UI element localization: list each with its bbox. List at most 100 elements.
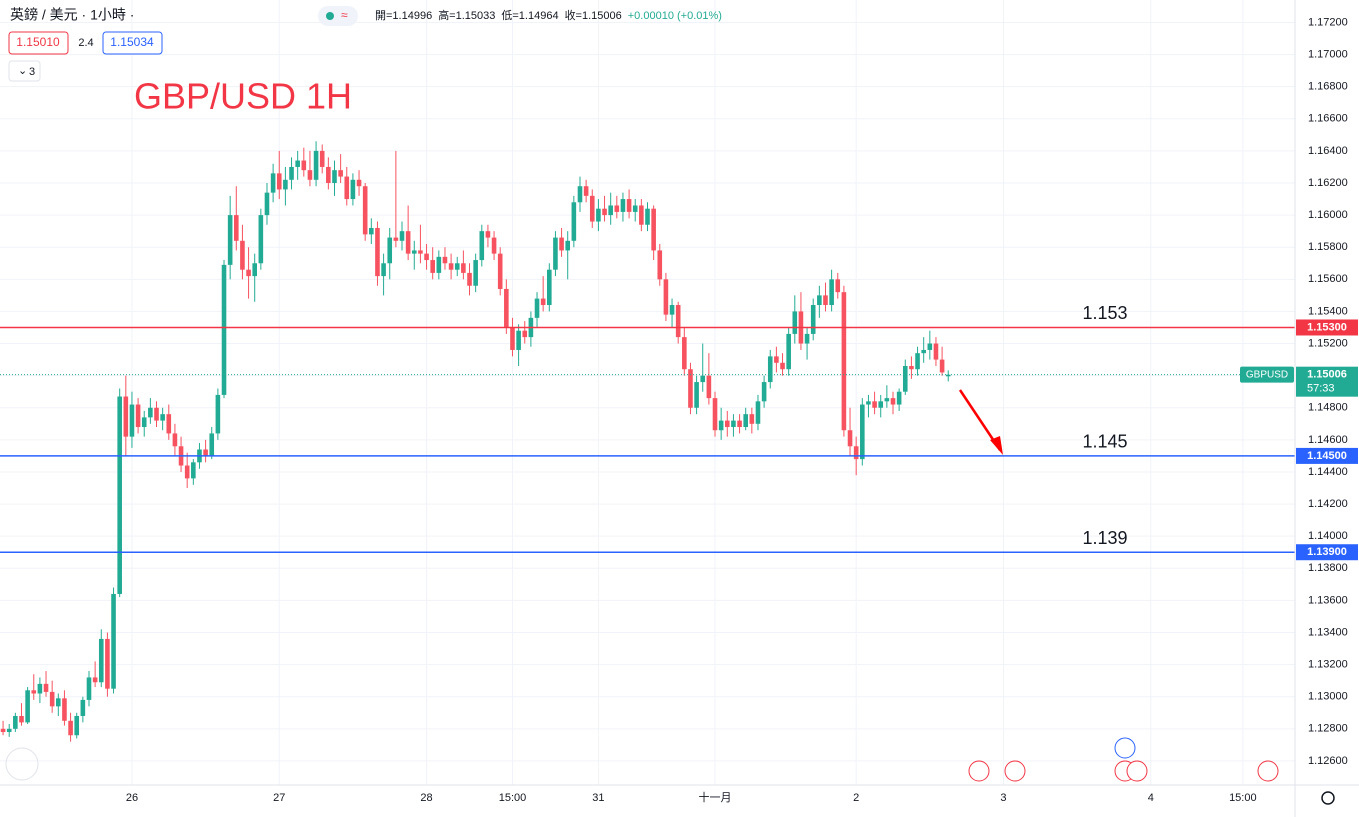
- candle-body: [313, 150, 319, 180]
- candle-body: [92, 677, 98, 683]
- candle-body: [890, 398, 896, 405]
- candle-body: [344, 176, 350, 200]
- candle-body: [301, 160, 307, 171]
- level-label: 1.153: [1082, 303, 1127, 323]
- candle-body: [516, 330, 521, 350]
- candle-body: [166, 414, 172, 434]
- candle-body: [467, 272, 472, 286]
- ohlc-value: +0.00010 (+0.01%): [628, 10, 722, 22]
- candle-body: [454, 263, 460, 270]
- candle-body: [663, 279, 669, 315]
- candle-body: [835, 279, 841, 293]
- x-tick-label: 3: [1000, 792, 1006, 804]
- y-tick-label: 1.17000: [1308, 48, 1348, 60]
- y-tick-label: 1.15400: [1308, 305, 1348, 317]
- candle-body: [25, 690, 30, 723]
- candle-body: [657, 250, 663, 280]
- candle-body: [749, 414, 755, 424]
- candle-body: [878, 401, 884, 408]
- event-us[interactable]: [1004, 760, 1026, 782]
- level-label: 1.139: [1082, 528, 1127, 548]
- candle-body: [399, 231, 405, 241]
- settings-button[interactable]: [1321, 791, 1335, 805]
- candle-body: [117, 396, 122, 594]
- candle-body: [13, 715, 18, 729]
- candle-body: [902, 366, 908, 392]
- candle-body: [731, 420, 736, 428]
- events: [968, 737, 1279, 782]
- candle-body: [270, 173, 276, 193]
- candle-body: [620, 199, 626, 212]
- event-us[interactable]: [1257, 760, 1279, 782]
- candle-body: [289, 166, 294, 180]
- x-tick-label: 26: [126, 792, 138, 804]
- candle-body: [706, 375, 712, 399]
- y-tick-label: 1.12800: [1308, 723, 1348, 735]
- candle-body: [651, 208, 656, 251]
- candle-body: [866, 401, 871, 405]
- y-tick-label: 1.16800: [1308, 81, 1348, 93]
- candle-body: [823, 295, 828, 306]
- replay-button[interactable]: [5, 747, 39, 781]
- candle-body: [774, 356, 779, 363]
- candle-body: [761, 382, 767, 402]
- candle-body: [577, 186, 583, 203]
- candle-body: [547, 269, 552, 306]
- candle-body: [571, 202, 577, 241]
- y-tick-label: 1.13200: [1308, 659, 1348, 671]
- candle-body: [442, 256, 448, 264]
- status-dot: [326, 12, 334, 20]
- x-tick-label: 4: [1148, 792, 1154, 804]
- event-us[interactable]: [968, 760, 990, 782]
- y-tick-label: 1.16600: [1308, 113, 1348, 125]
- candle-body: [497, 253, 503, 289]
- ohlc-value: 收=1.15006: [565, 8, 622, 22]
- candle-body: [258, 215, 264, 264]
- candle-body: [19, 715, 24, 723]
- candle-body: [369, 227, 374, 235]
- event-uk[interactable]: [1114, 737, 1136, 759]
- candle-body: [240, 240, 245, 270]
- y-tick-label: 1.14600: [1308, 434, 1348, 446]
- candle-body: [326, 166, 331, 184]
- candle-body: [884, 398, 890, 402]
- candle-body: [504, 288, 509, 328]
- symbol-badge: [1240, 366, 1294, 383]
- symbol: 英鎊 / 美元 · 1小時 ·: [10, 7, 134, 23]
- ohlc: 開=1.14996 高=1.15033 低=1.14964 收=1.15006 +0.0…: [375, 8, 722, 22]
- candle-body: [436, 256, 442, 273]
- event-us[interactable]: [1126, 760, 1148, 782]
- candle-body: [184, 465, 190, 479]
- candle-body: [448, 263, 454, 270]
- indicators-toggle[interactable]: [8, 60, 41, 82]
- candle-body: [43, 683, 49, 692]
- y-tick-label: 1.13800: [1308, 562, 1348, 574]
- candle-body: [583, 186, 589, 196]
- candle-body: [540, 298, 546, 306]
- candle-body: [381, 263, 386, 277]
- candle-body: [534, 298, 540, 318]
- candle-body: [792, 311, 798, 334]
- chevron: ⌄: [18, 65, 27, 77]
- status-pill[interactable]: [318, 6, 358, 26]
- candle-body: [68, 720, 73, 736]
- candle-body: [853, 446, 859, 460]
- candle-body: [473, 260, 478, 286]
- candle-body: [718, 420, 724, 431]
- candle-body: [700, 375, 706, 383]
- candle-body: [933, 343, 939, 360]
- x-tick-label: 2: [853, 792, 859, 804]
- candle-body: [559, 237, 564, 251]
- countdown: 57:33: [1307, 383, 1335, 395]
- candle-body: [203, 449, 208, 456]
- level-badge-label: 1.14500: [1307, 450, 1347, 462]
- y-tick-label: 1.14800: [1308, 402, 1348, 414]
- candle-body: [510, 327, 515, 350]
- candle-body: [608, 205, 613, 216]
- sell-button[interactable]: [8, 31, 69, 55]
- candle-body: [915, 353, 920, 370]
- candle-body: [375, 227, 380, 277]
- candle-body: [37, 683, 43, 694]
- candle-body: [6, 728, 12, 733]
- buy-button[interactable]: [102, 31, 163, 55]
